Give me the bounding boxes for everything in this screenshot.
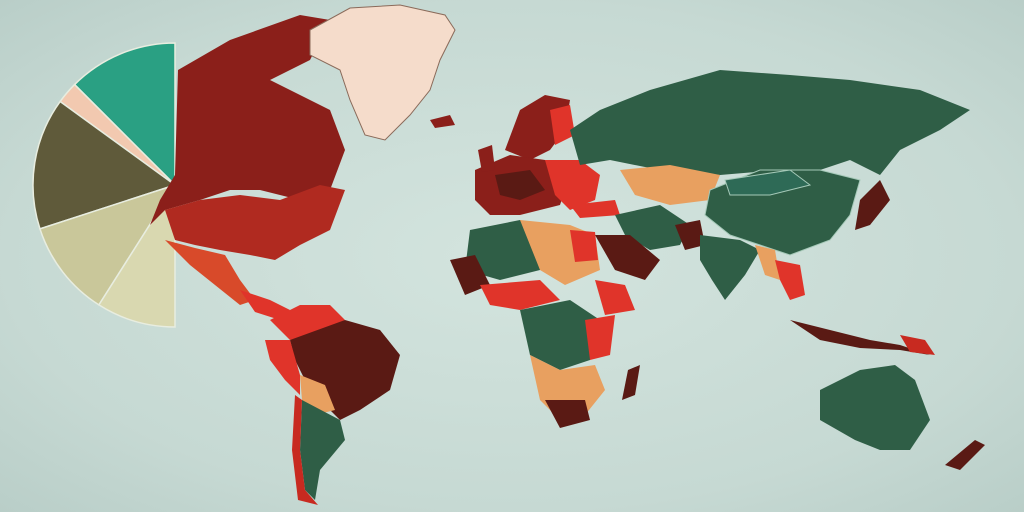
iran-afghanistan	[675, 220, 705, 250]
uk	[478, 145, 495, 172]
pie-slice-4	[39, 183, 177, 306]
india	[700, 235, 760, 300]
pie-slice-3	[32, 100, 177, 230]
central-africa	[520, 300, 600, 370]
australia	[820, 365, 930, 450]
south-africa	[545, 400, 590, 428]
eastern-europe	[545, 160, 600, 210]
saudi-arabia	[595, 235, 660, 280]
argentina	[300, 400, 345, 500]
pie-slice-5	[97, 182, 176, 328]
central-america	[240, 290, 290, 320]
turkey	[570, 200, 620, 218]
new-zealand	[945, 440, 985, 470]
france-germany	[495, 170, 545, 200]
mexico	[165, 240, 255, 305]
peru	[265, 340, 300, 395]
thailand	[775, 260, 805, 300]
east-africa	[585, 315, 615, 360]
ethiopia	[595, 280, 635, 315]
iceland	[430, 115, 455, 128]
chile	[292, 395, 318, 505]
egypt	[570, 230, 598, 262]
greenland	[309, 4, 456, 141]
kazakhstan	[620, 165, 720, 205]
mongolia	[724, 169, 812, 196]
russia	[570, 70, 970, 175]
new-guinea	[900, 335, 935, 355]
finland	[550, 105, 575, 145]
japan	[855, 180, 890, 230]
madagascar	[622, 365, 640, 400]
se-asia	[755, 245, 780, 280]
usa	[165, 185, 345, 260]
north-africa-west	[465, 220, 545, 280]
pie-chart	[32, 42, 177, 328]
indonesia	[790, 320, 930, 355]
canada	[150, 15, 345, 225]
pie-slice-1	[73, 42, 176, 187]
sahel	[480, 280, 560, 310]
